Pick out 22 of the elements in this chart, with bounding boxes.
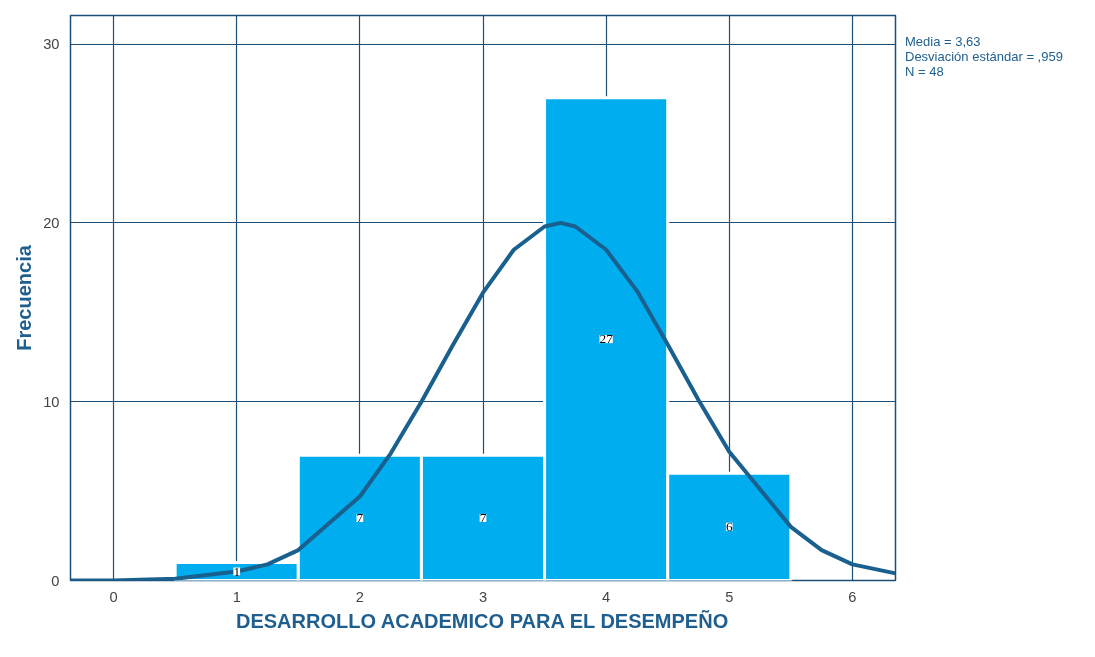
y-tick-label: 10	[43, 393, 60, 410]
x-tick-label: 4	[602, 588, 611, 605]
x-tick-label: 3	[478, 588, 488, 605]
data-label: 7	[479, 509, 487, 525]
x-tick-label: 5	[725, 588, 734, 605]
text: N = 48	[905, 63, 944, 79]
data-label: 27	[599, 331, 614, 347]
y-tick-label: 0	[51, 572, 60, 589]
y-tick-label: 30	[43, 36, 60, 53]
data-label: 7	[356, 509, 364, 525]
data-label: 6	[725, 518, 733, 534]
x-tick-label: 0	[109, 588, 118, 605]
line-series	[70, 220, 896, 581]
y-axis-title: Frecuencia	[13, 244, 36, 351]
x-tick-label: 6	[848, 588, 857, 605]
text: Desviación estándar = ,959	[905, 48, 1063, 64]
data-label: 1	[233, 563, 241, 579]
x-axis-title: DESARROLLO ACADEMICO PARA EL DESEMPEÑO	[235, 609, 729, 632]
text: Media = 3,63	[905, 34, 981, 49]
x-tick-label: 2	[355, 588, 364, 605]
y-tick-label: 20	[43, 214, 60, 231]
x-tick-label: 1	[232, 588, 241, 605]
